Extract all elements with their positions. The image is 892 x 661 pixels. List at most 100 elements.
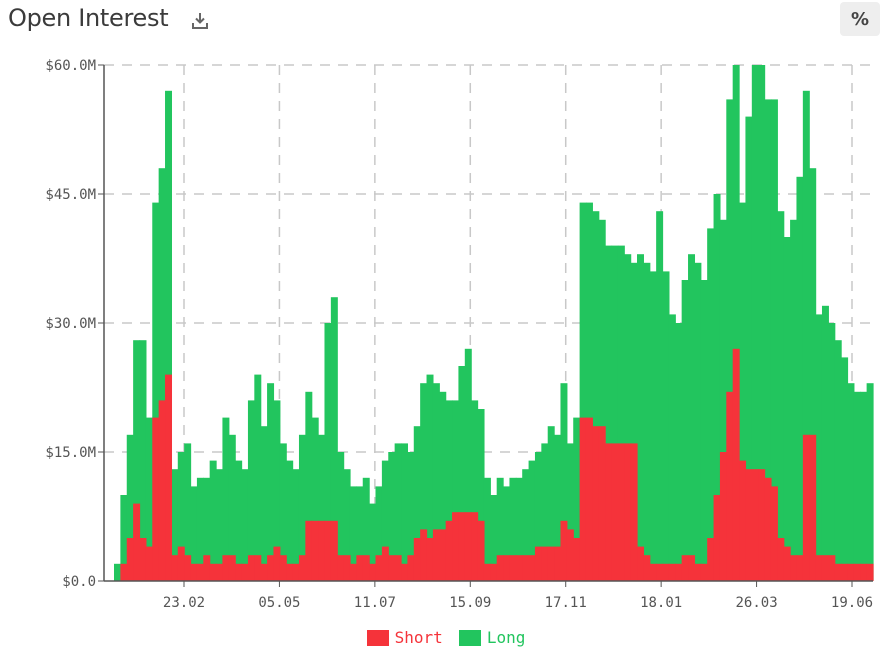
long-bar xyxy=(247,400,255,581)
long-bar xyxy=(228,434,236,581)
short-bar xyxy=(298,555,306,581)
long-bar xyxy=(509,477,517,581)
short-bar xyxy=(828,555,836,581)
long-bar xyxy=(758,65,766,581)
short-bar xyxy=(847,563,855,581)
long-bar xyxy=(719,219,727,582)
short-bar xyxy=(145,546,153,581)
short-bar xyxy=(273,546,281,581)
short-bar xyxy=(515,555,523,581)
long-bar xyxy=(216,469,224,581)
long-bar xyxy=(745,116,753,581)
long-bar xyxy=(133,340,141,581)
short-bar xyxy=(770,486,778,581)
short-bar xyxy=(343,555,351,581)
short-bar xyxy=(560,520,568,581)
long-bar xyxy=(815,314,823,581)
short-bar xyxy=(483,563,491,581)
short-bar xyxy=(337,555,345,581)
long-bar xyxy=(809,168,817,581)
short-series xyxy=(120,348,874,581)
short-bar xyxy=(522,555,530,581)
long-bar xyxy=(834,340,842,581)
long-bar xyxy=(235,460,243,581)
long-bar xyxy=(298,434,306,581)
long-bar xyxy=(145,417,153,581)
short-bar xyxy=(643,555,651,581)
short-bar xyxy=(286,563,294,581)
long-bar xyxy=(177,452,185,581)
long-bar xyxy=(343,469,351,581)
long-bar xyxy=(681,280,689,581)
short-bar xyxy=(267,555,275,581)
short-bar xyxy=(758,469,766,581)
y-tick-label: $30.0M xyxy=(45,316,96,332)
x-axis-ticks: 23.02 05.05 11.07 15.09 17.11 18.01 26.03 19.06 xyxy=(163,581,873,611)
long-bar xyxy=(790,219,798,582)
short-bar xyxy=(630,443,638,581)
short-bar xyxy=(196,563,204,581)
short-bar xyxy=(802,434,810,581)
short-bar xyxy=(133,503,141,581)
short-bar xyxy=(681,555,689,581)
short-bar xyxy=(318,520,326,581)
long-bar xyxy=(126,434,134,581)
legend-swatch-short xyxy=(366,629,389,646)
short-bar xyxy=(330,520,338,581)
long-bar xyxy=(471,400,479,581)
short-bar xyxy=(796,555,804,581)
long-bar xyxy=(675,323,683,581)
long-bar xyxy=(381,460,389,581)
short-bar xyxy=(184,555,192,581)
short-bar xyxy=(394,555,402,581)
x-tick-label: 05.05 xyxy=(258,595,300,611)
long-bar xyxy=(292,469,300,581)
short-bar xyxy=(279,555,287,581)
long-bar xyxy=(821,305,829,581)
long-bar xyxy=(847,383,855,581)
long-bar xyxy=(464,348,472,581)
short-bar xyxy=(228,555,236,581)
short-bar xyxy=(203,555,211,581)
short-bar xyxy=(503,555,511,581)
percent-toggle-button[interactable]: % xyxy=(840,2,880,36)
short-bar xyxy=(439,529,447,581)
short-bar xyxy=(554,546,562,581)
short-bar xyxy=(152,417,160,581)
short-bar xyxy=(235,563,243,581)
chart-title: Open Interest xyxy=(8,4,169,32)
long-bar xyxy=(802,90,810,582)
long-bar xyxy=(407,452,415,581)
long-bar xyxy=(726,99,734,582)
short-bar xyxy=(860,563,868,581)
legend-item-short[interactable]: Short xyxy=(366,628,443,647)
short-bar xyxy=(496,555,504,581)
short-bar xyxy=(598,426,606,581)
short-bar xyxy=(617,443,625,581)
long-bar xyxy=(707,228,715,581)
long-bar xyxy=(700,280,708,581)
download-icon[interactable] xyxy=(190,11,210,31)
short-bar xyxy=(732,348,740,581)
short-bar xyxy=(688,555,696,581)
short-bar xyxy=(165,374,173,581)
short-bar xyxy=(592,426,600,581)
long-bar xyxy=(649,271,657,581)
long-bar xyxy=(490,495,498,581)
x-tick-label: 18.01 xyxy=(640,595,682,611)
short-bar xyxy=(356,555,364,581)
short-bar xyxy=(369,563,377,581)
x-tick-label: 26.03 xyxy=(735,595,777,611)
short-bar xyxy=(471,512,479,581)
long-bar xyxy=(120,495,128,581)
y-tick-label: $45.0M xyxy=(45,187,96,203)
legend-item-long[interactable]: Long xyxy=(458,628,525,647)
short-bar xyxy=(426,538,434,581)
short-bar xyxy=(241,563,249,581)
short-bar xyxy=(407,555,415,581)
long-bar xyxy=(369,503,377,581)
long-bar xyxy=(452,400,460,581)
long-bar xyxy=(579,202,587,581)
short-bar xyxy=(841,563,849,581)
short-bar xyxy=(707,538,715,581)
